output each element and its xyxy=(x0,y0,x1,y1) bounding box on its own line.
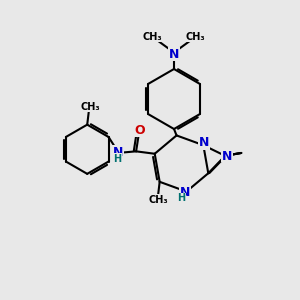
Text: N: N xyxy=(222,150,233,163)
Text: N: N xyxy=(169,47,179,61)
Text: H: H xyxy=(177,193,185,203)
Text: CH₃: CH₃ xyxy=(142,32,162,42)
Text: CH₃: CH₃ xyxy=(80,102,100,112)
Text: N: N xyxy=(199,136,209,149)
Text: CH₃: CH₃ xyxy=(148,195,168,205)
Text: H: H xyxy=(113,154,122,164)
Text: N: N xyxy=(113,146,123,159)
Text: N: N xyxy=(222,148,232,162)
Text: O: O xyxy=(134,124,145,137)
Text: N: N xyxy=(180,186,190,199)
Text: CH₃: CH₃ xyxy=(186,32,206,42)
